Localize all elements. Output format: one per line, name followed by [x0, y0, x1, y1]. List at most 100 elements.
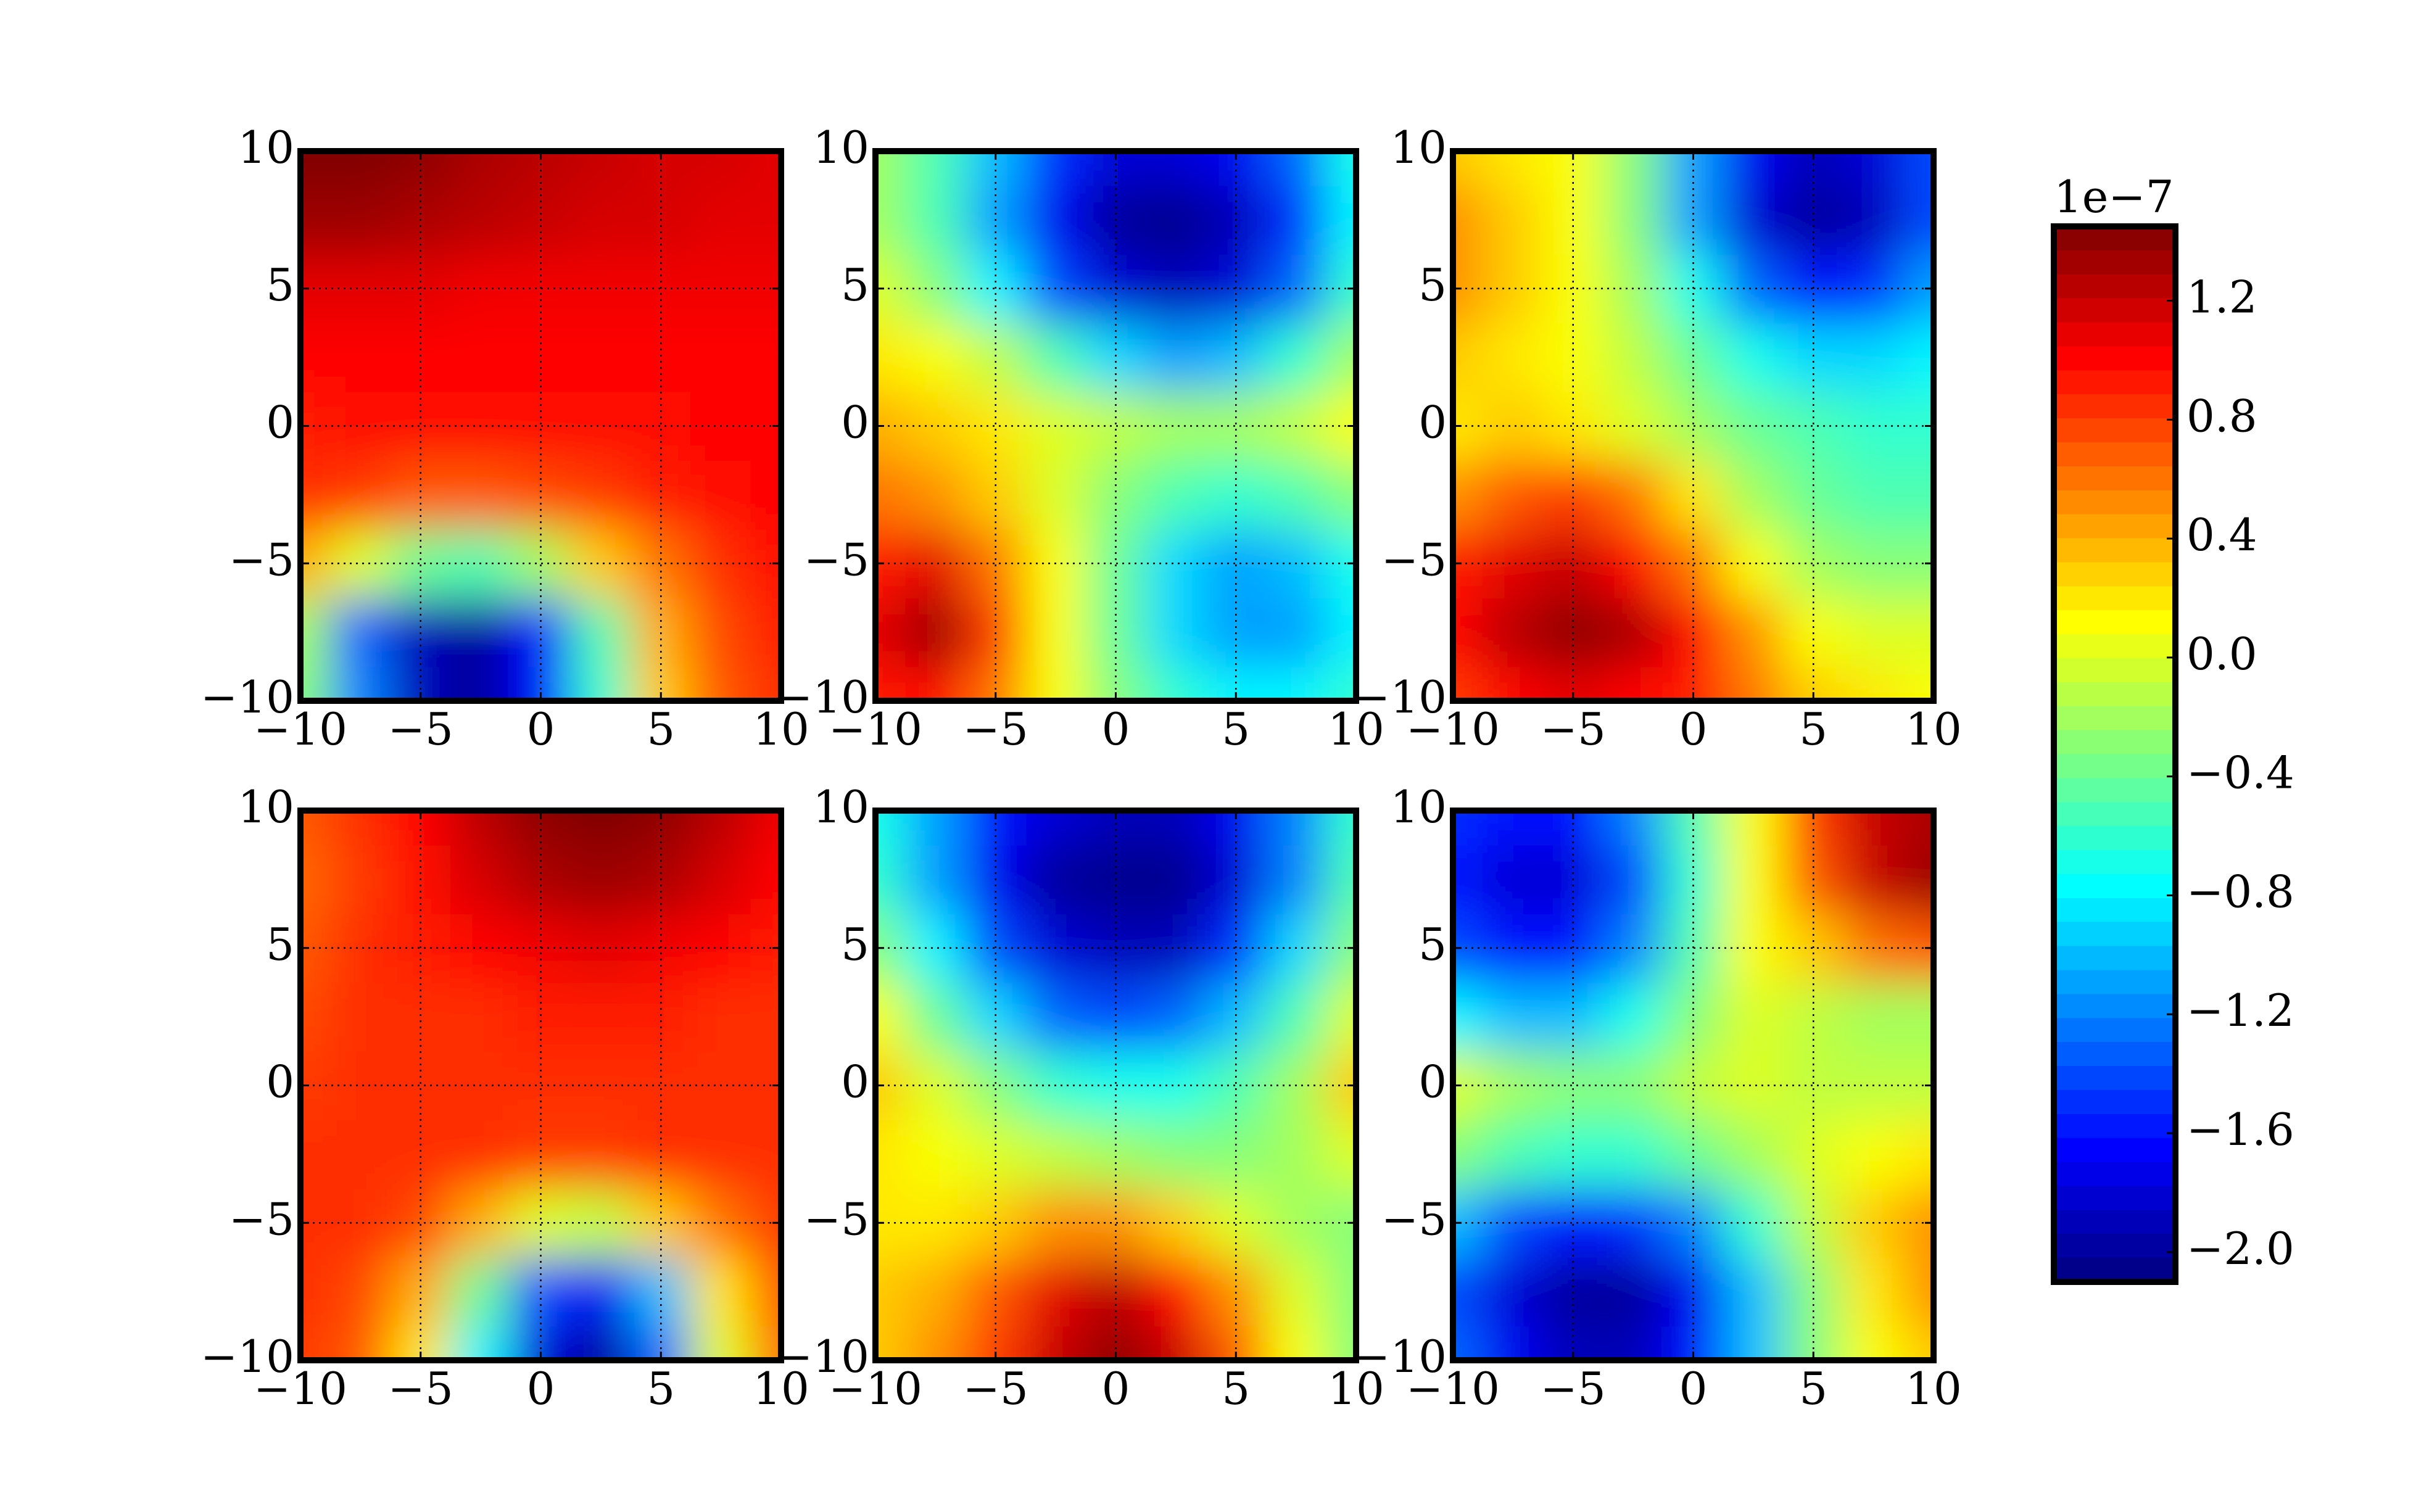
- contour-cell: [1453, 811, 1484, 846]
- contour-cell: [300, 666, 331, 701]
- contour-cell: [1662, 528, 1724, 598]
- contour-cell: [570, 322, 632, 392]
- contour-cell: [750, 666, 781, 701]
- contour-cell: [690, 597, 752, 667]
- contour-cell: [1025, 1256, 1086, 1327]
- x-tick-label: 0: [1679, 1363, 1708, 1415]
- contour-cell: [1602, 322, 1664, 392]
- contour-cell: [1842, 1325, 1905, 1360]
- contour-cell: [390, 390, 452, 461]
- contour-cell: [904, 184, 967, 255]
- contour-cell: [1453, 322, 1484, 392]
- contour-cell: [750, 1119, 781, 1189]
- contour-cell: [329, 151, 392, 186]
- contour-cell: [1025, 1325, 1086, 1360]
- contour-cell: [630, 981, 692, 1052]
- contour-cell: [1542, 981, 1604, 1052]
- contour-cell: [390, 1119, 452, 1189]
- y-tick-label: 5: [1418, 919, 1447, 970]
- contour-cell: [329, 1119, 392, 1189]
- contour-cell: [1723, 666, 1784, 701]
- contour-cell: [1453, 184, 1484, 255]
- contour-cell: [690, 184, 752, 255]
- contour-cell: [690, 1119, 752, 1189]
- contour-cell: [390, 597, 452, 667]
- contour-cell: [1842, 811, 1905, 846]
- contour-cell: [1482, 184, 1544, 255]
- contour-cell: [1085, 1256, 1147, 1327]
- contour-cell: [1325, 811, 1356, 846]
- contour-cell: [1482, 1256, 1544, 1327]
- contour-cell: [1453, 666, 1484, 701]
- contour-cell: [1602, 460, 1664, 530]
- axes-frame: [1450, 808, 1937, 1363]
- colorbar-frame: [2051, 223, 2178, 1285]
- contour-cell: [1842, 322, 1905, 392]
- contour-cell: [1085, 528, 1147, 598]
- contour-cell: [1265, 1256, 1327, 1327]
- contour-cell: [965, 390, 1027, 461]
- contour-cell: [1782, 1256, 1844, 1327]
- contour-cell: [1085, 390, 1147, 461]
- contour-cell: [904, 597, 967, 667]
- contour-cell: [630, 597, 692, 667]
- contour-cell: [875, 844, 906, 915]
- contour-cell: [450, 184, 511, 255]
- contour-cell: [1782, 460, 1844, 530]
- contour-cell: [450, 1256, 511, 1327]
- colorbar-tick-label: 0.8: [2186, 390, 2257, 442]
- contour-cell: [965, 322, 1027, 392]
- contour-cell: [390, 460, 452, 530]
- contour-cell: [1842, 844, 1905, 915]
- contour-cell: [1453, 597, 1484, 667]
- contour-cell: [1453, 1256, 1484, 1327]
- contour-cell: [1482, 844, 1544, 915]
- contour-cell: [570, 460, 632, 530]
- contour-cell: [1602, 1256, 1664, 1327]
- contour-cell: [1482, 322, 1544, 392]
- y-tick-label: 0: [1418, 1056, 1447, 1108]
- x-tick-label: −5: [1541, 1363, 1606, 1415]
- contour-cell: [450, 1325, 511, 1360]
- contour-cell: [630, 1256, 692, 1327]
- contour-cell: [904, 844, 967, 915]
- contour-cell: [1025, 151, 1086, 186]
- contour-cell: [1145, 184, 1207, 255]
- contour-cell: [1542, 460, 1604, 530]
- contour-cell: [329, 811, 392, 846]
- y-tick-label: 5: [1418, 259, 1447, 311]
- contour-cell: [1723, 151, 1784, 186]
- y-tick-label: 10: [238, 781, 294, 833]
- contour-cell: [1723, 1256, 1784, 1327]
- contour-cell: [1325, 844, 1356, 915]
- contour-cell: [965, 1256, 1027, 1327]
- contour-cell: [1662, 1050, 1724, 1121]
- contour-cell: [1482, 1325, 1544, 1360]
- contour-cell: [390, 1050, 452, 1121]
- colorbar-tick-label: 1.2: [2186, 271, 2257, 323]
- contour-cell: [1453, 1325, 1484, 1360]
- contour-cell: [1145, 811, 1207, 846]
- contour-cell: [1482, 597, 1544, 667]
- contour-cell: [300, 844, 331, 915]
- y-tick-label: −5: [229, 534, 294, 585]
- contour-cell: [690, 981, 752, 1052]
- axes-frame: [297, 808, 784, 1363]
- contour-cell: [904, 1325, 967, 1360]
- contour-cell: [390, 1256, 452, 1327]
- x-tick-label: −10: [1406, 1363, 1500, 1415]
- contour-cell: [1265, 597, 1327, 667]
- contour-cell: [450, 460, 511, 530]
- x-tick-label: −5: [388, 1363, 453, 1415]
- contour-cell: [1265, 460, 1327, 530]
- contour-cell: [1842, 151, 1905, 186]
- contour-cell: [1723, 460, 1784, 530]
- contour-cell: [1662, 1188, 1724, 1258]
- contour-cell: [875, 151, 906, 186]
- contour-cell: [1453, 151, 1484, 186]
- contour-cell: [300, 981, 331, 1052]
- contour-cell: [750, 597, 781, 667]
- contour-cell: [1842, 460, 1905, 530]
- x-tick-label: 10: [1328, 703, 1384, 755]
- contour-cell: [510, 981, 572, 1052]
